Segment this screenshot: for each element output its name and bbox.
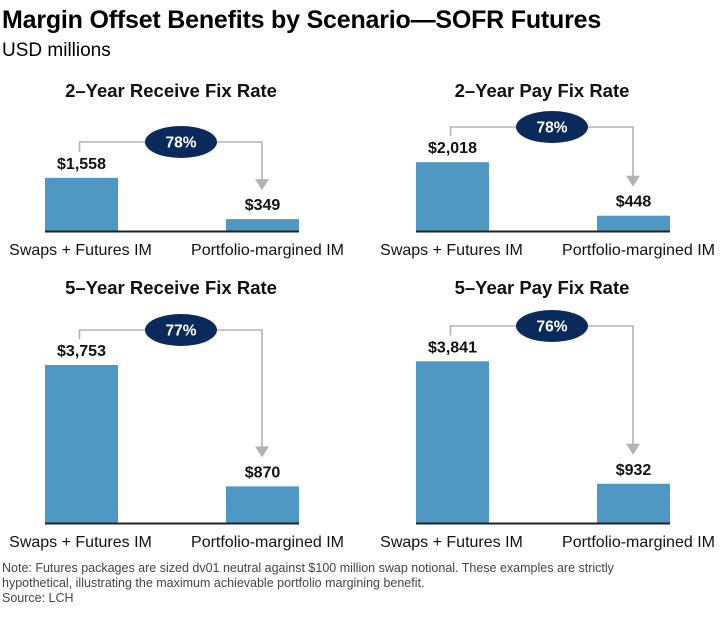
note-line-1: Note: Futures packages are sized dv01 ne… (2, 561, 614, 575)
value-label: $3,753 (57, 343, 106, 360)
footnote: Note: Futures packages are sized dv01 ne… (2, 561, 702, 606)
bar-portfolio-margined-im (226, 486, 299, 523)
arrow-down-icon (255, 179, 269, 191)
category-label: Swaps + Futures IM (380, 242, 523, 259)
arrow-down-icon (255, 446, 269, 458)
bar-portfolio-margined-im (226, 219, 299, 231)
category-label: Portfolio-margined IM (562, 242, 715, 259)
category-label: Swaps + Futures IM (380, 534, 523, 551)
bar-portfolio-margined-im (597, 215, 670, 231)
reduction-percent-label: 78% (165, 135, 196, 152)
value-label: $3,841 (428, 339, 477, 356)
bar-portfolio-margined-im (597, 483, 670, 523)
panel-title: 2–Year Receive Fix Rate (65, 80, 277, 101)
chart-subtitle: USD millions (2, 40, 111, 61)
bar-swaps-futures-im (416, 162, 489, 231)
arrow-down-icon (626, 443, 640, 455)
value-label: $870 (245, 464, 281, 481)
reduction-badge (516, 310, 588, 342)
value-label: $448 (616, 194, 652, 211)
source-line: Source: LCH (2, 591, 74, 605)
category-label: Portfolio-margined IM (191, 534, 344, 551)
note-line-2: hypothetical, illustrating the maximum a… (2, 576, 425, 590)
bar-swaps-futures-im (416, 361, 489, 523)
reduction-percent-label: 78% (536, 120, 567, 137)
category-label: Swaps + Futures IM (9, 242, 152, 259)
value-label: $2,018 (428, 140, 477, 157)
value-label: $349 (245, 197, 281, 214)
category-label: Swaps + Futures IM (9, 534, 152, 551)
reduction-percent-label: 76% (536, 319, 567, 336)
category-label: Portfolio-margined IM (191, 242, 344, 259)
bar-swaps-futures-im (45, 364, 118, 523)
panel-title: 5–Year Pay Fix Rate (455, 277, 630, 298)
value-label: $932 (616, 462, 652, 479)
panel-title: 2–Year Pay Fix Rate (455, 80, 630, 101)
category-label: Portfolio-margined IM (562, 534, 715, 551)
chart-title: Margin Offset Benefits by Scenario—SOFR … (2, 6, 602, 34)
panel-title: 5–Year Receive Fix Rate (65, 277, 277, 298)
reduction-badge (516, 111, 588, 143)
reduction-badge (145, 314, 217, 346)
value-label: $1,558 (57, 156, 106, 173)
bar-swaps-futures-im (45, 177, 118, 231)
reduction-badge (145, 126, 217, 158)
reduction-percent-label: 77% (165, 323, 196, 340)
arrow-down-icon (626, 175, 640, 187)
